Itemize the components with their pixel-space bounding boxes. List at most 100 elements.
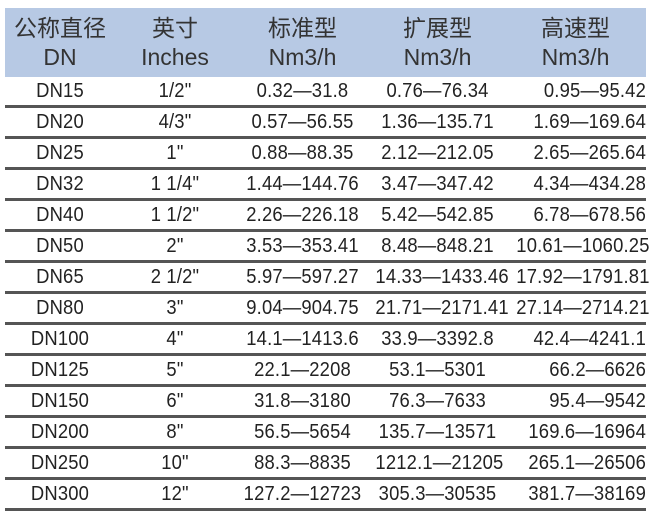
- table-cell: 2 1/2": [150, 265, 200, 288]
- table-cell: DN100: [30, 327, 90, 350]
- table-cell: DN250: [30, 451, 90, 474]
- column-header-line2: Nm3/h: [541, 43, 610, 70]
- table-cell: 169.6—16964: [528, 420, 646, 443]
- table-row: DN40 1 1/2" 2.26—226.18 5.42—542.85 6.78—678…: [5, 201, 646, 232]
- table-cell: 0.88—88.35: [251, 141, 354, 164]
- table-cell: 2.26—226.18: [246, 203, 359, 226]
- table-row: DN200 8" 56.5—5654 135.7—13571 169.6—16964: [5, 418, 646, 449]
- table-cell: 1212.1—21205: [375, 451, 504, 474]
- column-header-line2: Nm3/h: [268, 43, 337, 70]
- column-header: 公称直径 DN: [5, 8, 115, 77]
- table-row: DN15 1/2" 0.32—31.8 0.76—76.34 0.95—95.42: [5, 77, 646, 108]
- table-cell: DN300: [30, 482, 90, 505]
- table-cell: DN15: [36, 79, 84, 102]
- table-cell: 33.9—3392.8: [381, 327, 494, 350]
- column-header-line1: 标准型: [268, 14, 337, 41]
- table-cell: 4/3": [158, 110, 192, 133]
- table-cell: DN40: [36, 203, 84, 226]
- table-cell: DN32: [36, 172, 84, 195]
- table-cell: 31.8—3180: [254, 389, 351, 412]
- table-cell: DN50: [36, 234, 84, 257]
- table-cell: 127.2—12723: [243, 482, 362, 505]
- table-cell: 0.32—31.8: [256, 79, 349, 102]
- table-cell: 6": [166, 389, 184, 412]
- table-cell: 3.53—353.41: [246, 234, 359, 257]
- table-cell: 3.47—347.42: [381, 172, 494, 195]
- table-cell: 42.4—4241.1: [533, 327, 646, 350]
- table-row: DN65 2 1/2" 5.97—597.27 14.33—1433.46 17.92—…: [5, 263, 650, 294]
- table-row: DN125 5" 22.1—2208 53.1—5301 66.2—6626: [5, 356, 646, 387]
- table-row: DN20 4/3" 0.57—56.55 1.36—135.71 1.69—169.64: [5, 108, 646, 139]
- table-body: DN15 1/2" 0.32—31.8 0.76—76.34 0.95—95.42 DN2…: [5, 77, 650, 511]
- table-cell: 21.71—2171.41: [375, 296, 509, 319]
- table-cell: 3": [166, 296, 184, 319]
- table-cell: 9.04—904.75: [246, 296, 359, 319]
- table-cell: 76.3—7633: [389, 389, 486, 412]
- table-row: DN150 6" 31.8—3180 76.3—7633 95.4—9542: [5, 387, 646, 418]
- table-row: DN32 1 1/4" 1.44—144.76 3.47—347.42 4.34—434…: [5, 170, 646, 201]
- table-cell: 1": [166, 141, 184, 164]
- table-row: DN80 3" 9.04—904.75 21.71—2171.41 27.14—2714…: [5, 294, 650, 325]
- table-cell: 88.3—8835: [254, 451, 351, 474]
- table-cell: 2.65—265.64: [533, 141, 646, 164]
- column-header-line2: DN: [43, 43, 77, 70]
- table-cell: DN65: [36, 265, 84, 288]
- table-cell: 8": [166, 420, 184, 443]
- table-cell: 10.61—1060.25: [516, 234, 650, 257]
- table-cell: 22.1—2208: [254, 358, 351, 381]
- table-cell: 17.92—1791.81: [516, 265, 650, 288]
- table-row: DN100 4" 14.1—1413.6 33.9—3392.8 42.4—4241.1: [5, 325, 646, 356]
- column-header-line2: Inches: [141, 43, 209, 70]
- table-row: DN250 10" 88.3—8835 1212.1—21205 265.1—26506: [5, 449, 646, 480]
- table-cell: DN150: [30, 389, 90, 412]
- table-cell: DN80: [36, 296, 84, 319]
- column-header-line2: Nm3/h: [403, 43, 472, 70]
- table-cell: 4": [166, 327, 184, 350]
- column-header-line1: 英寸: [152, 14, 198, 41]
- table-cell: 5.42—542.85: [381, 203, 494, 226]
- table-cell: 12": [161, 482, 189, 505]
- table-cell: 66.2—6626: [549, 358, 646, 381]
- table-cell: 8.48—848.21: [381, 234, 494, 257]
- table-cell: 1/2": [158, 79, 192, 102]
- table-cell: 0.95—95.42: [543, 79, 646, 102]
- table-row: DN300 12" 127.2—12723 305.3—30535 381.7—3816…: [5, 480, 646, 511]
- table-cell: 0.57—56.55: [251, 110, 354, 133]
- table-cell: DN20: [36, 110, 84, 133]
- table-cell: 4.34—434.28: [533, 172, 646, 195]
- table-cell: DN200: [30, 420, 90, 443]
- table-cell: 135.7—13571: [378, 420, 497, 443]
- table-cell: 6.78—678.56: [533, 203, 646, 226]
- table-cell: DN25: [36, 141, 84, 164]
- table-cell: 2.12—212.05: [381, 141, 494, 164]
- table-cell: 305.3—30535: [378, 482, 497, 505]
- table-row: DN50 2" 3.53—353.41 8.48—848.21 10.61—1060.2…: [5, 232, 650, 263]
- table-cell: 1.36—135.71: [381, 110, 494, 133]
- table-cell: 1 1/2": [150, 203, 200, 226]
- table-cell: DN125: [30, 358, 90, 381]
- table-cell: 10": [161, 451, 189, 474]
- table-cell: 1.69—169.64: [533, 110, 646, 133]
- table-cell: 14.1—1413.6: [246, 327, 359, 350]
- table-cell: 2": [166, 234, 184, 257]
- column-header-line1: 扩展型: [403, 14, 472, 41]
- table-cell: 95.4—9542: [549, 389, 646, 412]
- table-cell: 56.5—5654: [254, 420, 351, 443]
- table-cell: 1 1/4": [150, 172, 200, 195]
- column-header-line1: 公称直径: [14, 14, 106, 41]
- table-row: DN25 1" 0.88—88.35 2.12—212.05 2.65—265.64: [5, 139, 646, 170]
- column-header: 扩展型 Nm3/h: [370, 8, 505, 77]
- column-header: 标准型 Nm3/h: [235, 8, 370, 77]
- table-cell: 1.44—144.76: [246, 172, 359, 195]
- column-header-line1: 高速型: [541, 14, 610, 41]
- table-cell: 27.14—2714.21: [516, 296, 650, 319]
- table-cell: 265.1—26506: [528, 451, 646, 474]
- table-cell: 53.1—5301: [389, 358, 486, 381]
- flow-range-table: 公称直径 DN 英寸 Inches 标准型 Nm3/h 扩展型 Nm3/h 高速型 Nm3/h D…: [5, 8, 650, 511]
- table-header: 公称直径 DN 英寸 Inches 标准型 Nm3/h 扩展型 Nm3/h 高速型 Nm3/h: [5, 8, 646, 77]
- table-cell: 5": [166, 358, 184, 381]
- table-cell: 381.7—38169: [528, 482, 646, 505]
- table-cell: 14.33—1433.46: [375, 265, 509, 288]
- table-cell: 5.97—597.27: [246, 265, 359, 288]
- table-cell: 0.76—76.34: [386, 79, 489, 102]
